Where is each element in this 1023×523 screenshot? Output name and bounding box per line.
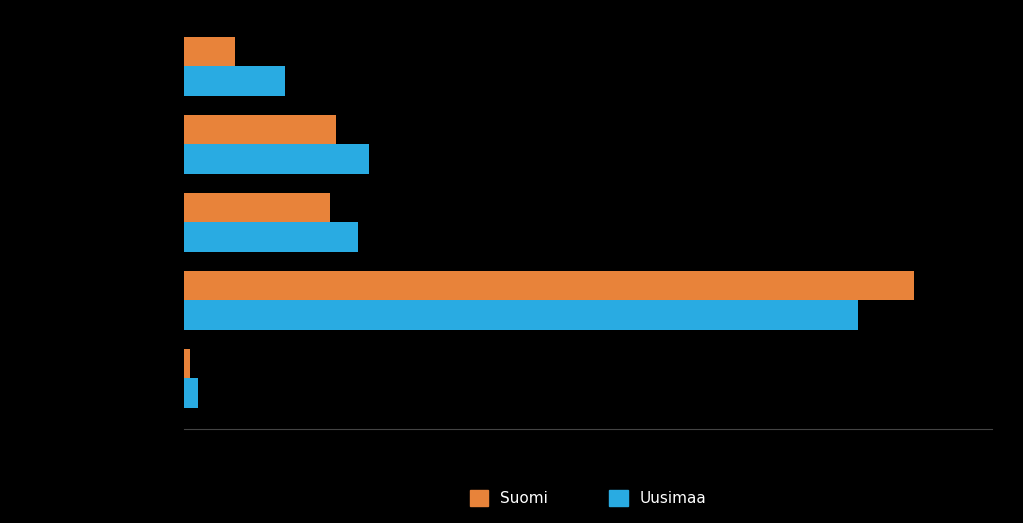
Bar xyxy=(184,115,336,144)
Bar xyxy=(184,66,285,96)
Bar xyxy=(184,222,358,252)
Bar xyxy=(184,378,197,408)
Bar xyxy=(184,192,330,222)
Bar xyxy=(184,37,234,66)
Bar xyxy=(184,348,189,378)
Bar xyxy=(184,144,369,174)
Legend: Suomi, Uusimaa: Suomi, Uusimaa xyxy=(463,484,713,512)
Bar xyxy=(184,300,857,330)
Bar xyxy=(184,270,914,300)
